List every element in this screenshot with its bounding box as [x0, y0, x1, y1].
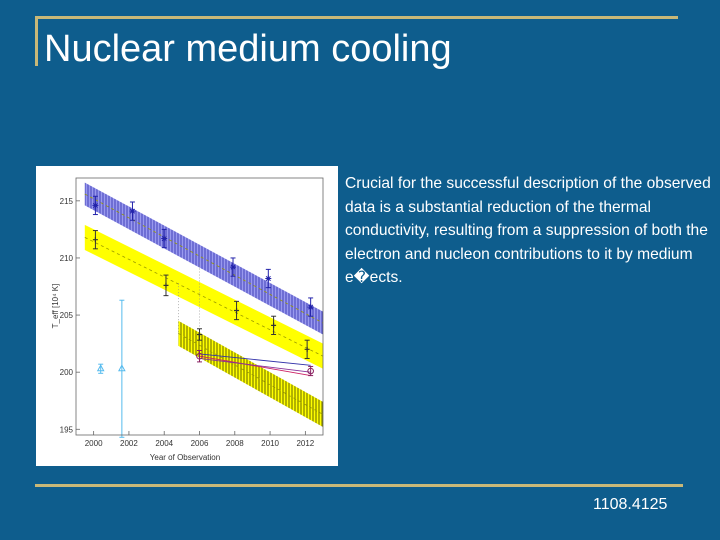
- data-point-star: [307, 304, 314, 311]
- x-tick-label: 2012: [296, 439, 314, 448]
- data-point-circle: [307, 367, 314, 375]
- left-accent-line: [35, 16, 38, 66]
- x-tick-label: 2006: [191, 439, 209, 448]
- x-tick-label: 2008: [226, 439, 244, 448]
- data-point-plus: [197, 331, 202, 337]
- band-0: [84, 182, 323, 335]
- y-tick-label: 210: [60, 254, 74, 263]
- data-point-star: [230, 264, 237, 271]
- data-point-star: [265, 275, 272, 282]
- y-axis-label: T_eff [10⁴ K]: [51, 284, 60, 329]
- y-tick-label: 195: [60, 425, 74, 434]
- arxiv-reference: 1108.4125: [593, 496, 668, 513]
- y-tick-label: 215: [60, 197, 74, 206]
- data-point-plus: [234, 307, 240, 313]
- model-line-2: [199, 358, 311, 373]
- top-accent-line: [35, 16, 678, 19]
- band-center-1: [84, 237, 324, 357]
- y-tick-label: 205: [60, 311, 74, 320]
- model-line-0: [199, 355, 311, 377]
- data-point-plus: [92, 237, 98, 243]
- cooling-chart: 2000 2002 2004 2006 2008 2010 2012 195 200 205 210…: [51, 177, 324, 462]
- band-center-2: [178, 332, 324, 415]
- slide-body-text: Crucial for the successful description o…: [345, 175, 711, 286]
- data-point-plus: [304, 346, 310, 352]
- bottom-accent-line: [35, 484, 683, 487]
- slide-title: Nuclear medium cooling: [44, 28, 452, 70]
- data-point-plus: [271, 322, 277, 328]
- x-tick-label: 2000: [85, 439, 103, 448]
- data-point-star: [92, 202, 99, 209]
- cooling-chart-figure: 2000 2002 2004 2006 2008 2010 2012 195 200 205 210…: [36, 166, 338, 466]
- data-point-plus: [163, 282, 169, 288]
- x-axis-label: Year of Observation: [150, 453, 220, 462]
- data-point-triangle: [118, 364, 126, 372]
- band-2: [178, 320, 323, 428]
- data-point-star: [129, 208, 136, 215]
- x-tick-label: 2002: [120, 439, 138, 448]
- x-tick-label: 2010: [261, 439, 279, 448]
- y-tick-label: 200: [60, 368, 74, 377]
- data-point-triangle: [96, 364, 105, 372]
- x-tick-label: 2004: [155, 439, 173, 448]
- data-point-circle: [196, 352, 203, 360]
- model-line-1: [199, 353, 311, 366]
- data-point-star: [161, 235, 168, 242]
